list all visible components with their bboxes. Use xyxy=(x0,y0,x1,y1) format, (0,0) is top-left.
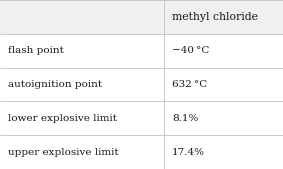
Text: 8.1%: 8.1% xyxy=(172,114,198,123)
Text: 632 °C: 632 °C xyxy=(172,80,207,89)
Text: flash point: flash point xyxy=(8,46,64,55)
Text: lower explosive limit: lower explosive limit xyxy=(8,114,117,123)
Text: 17.4%: 17.4% xyxy=(172,148,205,157)
Text: autoignition point: autoignition point xyxy=(8,80,103,89)
Text: methyl chloride: methyl chloride xyxy=(172,12,258,22)
Bar xyxy=(0,0,283,34)
Text: upper explosive limit: upper explosive limit xyxy=(8,148,119,157)
Text: −40 °C: −40 °C xyxy=(172,46,209,55)
